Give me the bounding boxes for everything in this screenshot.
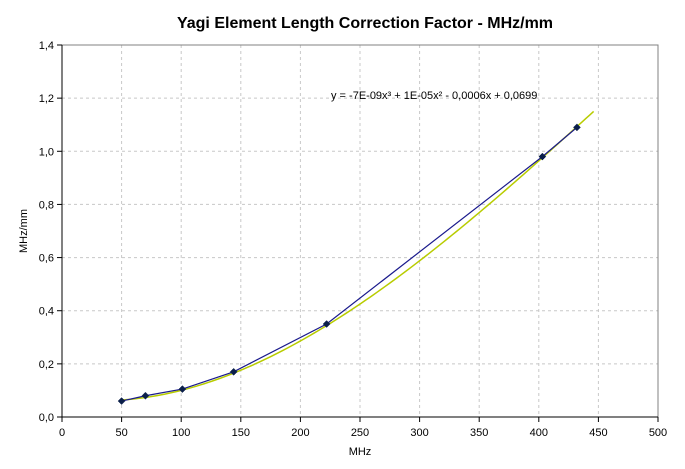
x-tick-label: 300 (410, 427, 428, 439)
data-point (538, 152, 547, 161)
x-tick-label: 50 (115, 427, 127, 439)
chart-title: Yagi Element Length Correction Factor - … (177, 15, 553, 32)
trendline-layer (121, 110, 595, 401)
data-point (322, 320, 331, 328)
y-tick-label: 1,2 (39, 93, 54, 105)
series-layer (121, 126, 578, 402)
x-tick-label: 250 (351, 427, 369, 439)
y-axis-label: MHz/mm (18, 209, 30, 253)
x-tick-label: 500 (649, 427, 667, 439)
x-tick-label: 400 (530, 427, 548, 439)
y-tick-label: 1,0 (39, 146, 54, 158)
y-tick-label: 1,4 (39, 40, 54, 52)
series-line (121, 126, 578, 402)
y-tick-label: 0,8 (39, 199, 54, 211)
tick-labels: 0 50 100 150 200 250 300 350 400 450 500 0,0 0,2 0,4 0… (39, 40, 667, 439)
y-tick-label: 0,6 (39, 253, 54, 265)
x-tick-label: 150 (232, 427, 250, 439)
y-tick-label: 0,4 (39, 306, 54, 318)
data-point (229, 367, 238, 376)
grid (62, 45, 658, 417)
trendline (121, 110, 595, 401)
trendline-equation: y = -7E-09x³ + 1E-05x² - 0,0006x + 0,069… (331, 90, 537, 102)
x-tick-label: 450 (589, 427, 607, 439)
data-point (141, 391, 150, 400)
x-tick-label: 350 (470, 427, 488, 439)
axes (57, 44, 659, 422)
x-tick-label: 0 (59, 427, 65, 439)
x-tick-label: 100 (172, 427, 190, 439)
markers (117, 123, 581, 405)
data-point (117, 397, 126, 405)
x-tick-label: 200 (291, 427, 309, 439)
y-tick-label: 0,2 (39, 359, 54, 371)
x-axis-label: MHz (349, 446, 372, 458)
y-tick-label: 0,0 (39, 412, 54, 424)
data-point (178, 385, 187, 393)
data-point (573, 123, 581, 132)
